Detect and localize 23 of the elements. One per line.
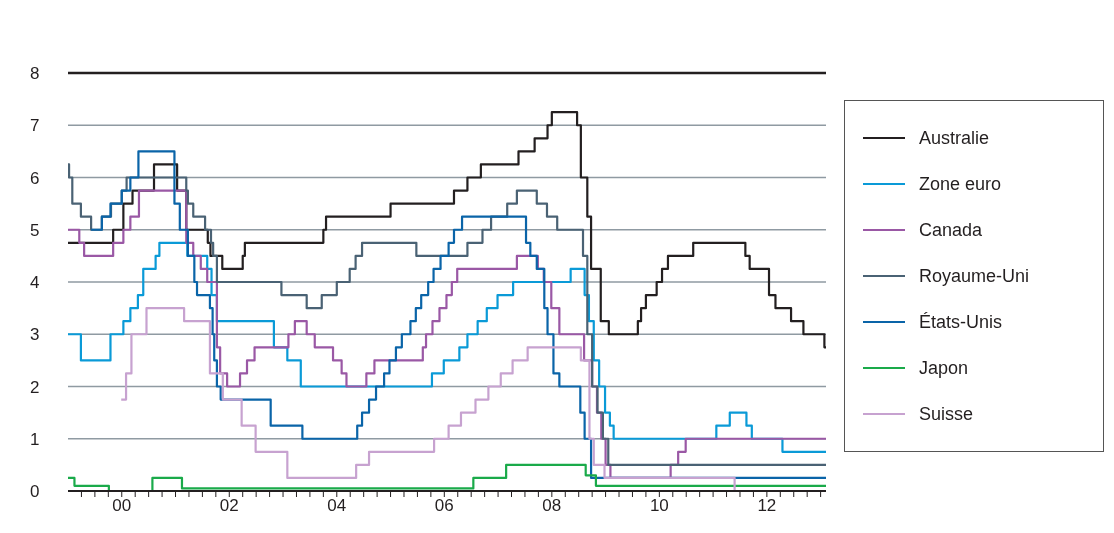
x-tick-label: 08 xyxy=(542,496,562,516)
y-tick-label: 0 xyxy=(30,482,40,502)
x-tick-label: 00 xyxy=(112,496,132,516)
y-tick-label: 8 xyxy=(30,64,40,84)
y-tick-label: 4 xyxy=(30,273,40,293)
y-tick-label: 6 xyxy=(30,168,40,188)
y-tick-label: 1 xyxy=(30,429,40,449)
x-tick-label: 02 xyxy=(219,496,239,516)
y-tick-label: 7 xyxy=(30,116,40,136)
x-tick-label: 06 xyxy=(434,496,454,516)
legend-label: Zone euro xyxy=(919,173,1002,195)
y-tick-label: 2 xyxy=(30,377,40,397)
legend-label: Suisse xyxy=(919,403,974,425)
x-tick-label: 04 xyxy=(327,496,347,516)
x-tick-label: 12 xyxy=(757,496,777,516)
legend-label: Royaume-Uni xyxy=(919,265,1030,287)
y-tick-label: 3 xyxy=(30,325,40,345)
y-tick-label: 5 xyxy=(30,220,40,240)
x-tick-label: 10 xyxy=(649,496,669,516)
legend-label: Canada xyxy=(919,219,983,241)
legend-label: Australie xyxy=(919,127,990,149)
legend-label: Japon xyxy=(919,357,969,379)
legend-label: États-Unis xyxy=(919,311,1003,333)
